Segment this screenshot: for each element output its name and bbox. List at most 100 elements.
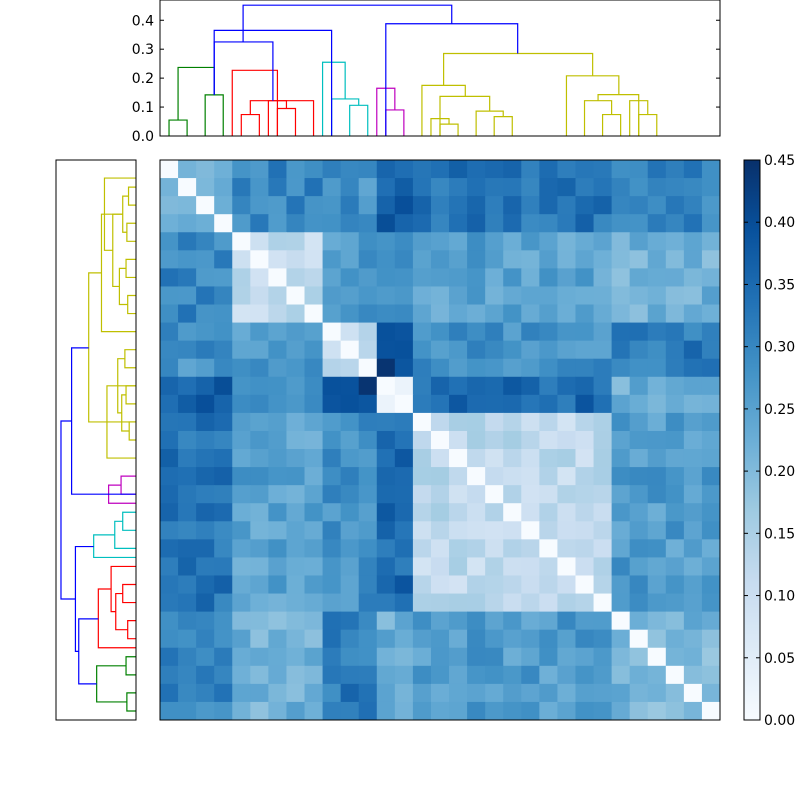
heatmap-cell: [647, 485, 667, 504]
heatmap-cell: [611, 521, 631, 540]
heatmap-cell: [629, 629, 649, 649]
heatmap-cell: [485, 521, 504, 540]
heatmap-cell: [304, 467, 324, 486]
colorbar-ticks: 0.00 0.05 0.10 0.15 0.20 0.25 0.30 0.35 0.40 0.45: [744, 153, 795, 729]
heatmap-cell: [557, 430, 576, 450]
heatmap-cell: [286, 611, 306, 631]
heatmap-cell: [412, 557, 432, 576]
heatmap-cell: [629, 430, 649, 450]
heatmap-cell: [593, 394, 613, 414]
heatmap-cell: [214, 196, 233, 215]
heatmap-cell: [539, 340, 558, 360]
heatmap-cell: [250, 449, 269, 468]
heatmap-cell: [629, 394, 649, 414]
heatmap-cell: [593, 449, 613, 468]
heatmap-cell: [557, 178, 576, 197]
heatmap-cell: [214, 683, 233, 703]
heatmap-cell: [629, 575, 649, 595]
heatmap-cell: [214, 340, 233, 360]
heatmap-cell: [268, 701, 287, 721]
heatmap-cell: [196, 340, 215, 360]
heatmap-cell: [521, 286, 540, 306]
heatmap-cell: [449, 160, 468, 179]
heatmap-cell: [178, 521, 197, 540]
heatmap-cell: [394, 268, 414, 287]
heatmap-cell: [557, 683, 576, 703]
heatmap-cell: [683, 196, 703, 215]
heatmap-cell: [539, 322, 558, 342]
heatmap-cell: [647, 665, 667, 685]
heatmap-cell: [683, 665, 703, 685]
heatmap-cell: [322, 322, 342, 342]
heatmap-cell: [575, 611, 595, 631]
heatmap-cell: [286, 430, 306, 450]
heatmap-cell: [214, 521, 233, 540]
heatmap-cell: [160, 539, 179, 558]
heatmap-cell: [539, 196, 558, 215]
heatmap-cell: [575, 467, 595, 486]
heatmap-cell: [449, 611, 468, 631]
heatmap-cell: [647, 394, 667, 414]
heatmap-cell: [629, 304, 649, 324]
heatmap-cell: [683, 467, 703, 486]
heatmap-cell: [376, 304, 396, 324]
heatmap-cell: [394, 575, 414, 595]
heatmap-cell: [160, 629, 179, 649]
heatmap-cell: [539, 485, 558, 504]
heatmap-cell: [521, 376, 540, 396]
heatmap-cell: [268, 665, 287, 685]
heatmap-cell: [665, 286, 685, 306]
heatmap-cell: [485, 575, 504, 595]
heatmap-cell: [683, 430, 703, 450]
heatmap-cell: [178, 683, 197, 703]
heatmap-cell: [647, 611, 667, 631]
heatmap-cell: [683, 557, 703, 576]
heatmap-cell: [322, 449, 342, 468]
heatmap-cell: [250, 160, 269, 179]
heatmap-cell: [340, 629, 360, 649]
heatmap-cell: [232, 268, 251, 287]
heatmap-cell: [665, 358, 685, 378]
heatmap-cell: [340, 322, 360, 342]
heatmap-cell: [250, 539, 269, 558]
colorbar-tick-label: 0.40: [764, 215, 795, 231]
heatmap-cell: [611, 412, 631, 432]
heatmap-cell: [340, 647, 360, 667]
heatmap-cell: [485, 376, 504, 396]
heatmap-cell: [394, 593, 414, 613]
heatmap-cell: [575, 376, 595, 396]
heatmap-cell: [268, 340, 287, 360]
heatmap-cell: [521, 178, 540, 197]
heatmap-cell: [214, 449, 233, 468]
heatmap-cell: [340, 449, 360, 468]
heatmap-cell: [557, 467, 576, 486]
heatmap-cell: [394, 683, 414, 703]
heatmap-cell: [503, 214, 522, 233]
heatmap-cell: [503, 521, 522, 540]
heatmap-cell: [521, 250, 540, 269]
heatmap-cell: [430, 683, 450, 703]
heatmap-cell: [358, 557, 378, 576]
heatmap-cell: [503, 647, 522, 667]
heatmap-cell: [196, 196, 215, 215]
heatmap-cell: [412, 304, 432, 324]
heatmap-cell: [304, 539, 324, 558]
heatmap-cell: [467, 214, 486, 233]
heatmap-cell: [160, 304, 179, 324]
heatmap-cell: [449, 250, 468, 269]
heatmap-cell: [485, 593, 504, 613]
heatmap-cell: [358, 394, 378, 414]
heatmap-cell: [232, 665, 251, 685]
heatmap-cell: [701, 449, 721, 468]
heatmap-cell: [412, 701, 432, 721]
heatmap-cell: [304, 683, 324, 703]
heatmap-cell: [232, 557, 251, 576]
heatmap-cell: [358, 593, 378, 613]
heatmap-cell: [430, 629, 450, 649]
heatmap-cell: [647, 376, 667, 396]
heatmap-cell: [196, 394, 215, 414]
heatmap-cell: [539, 611, 558, 631]
heatmap-cell: [485, 647, 504, 667]
heatmap-cell: [467, 322, 486, 342]
heatmap-cell: [160, 358, 179, 378]
